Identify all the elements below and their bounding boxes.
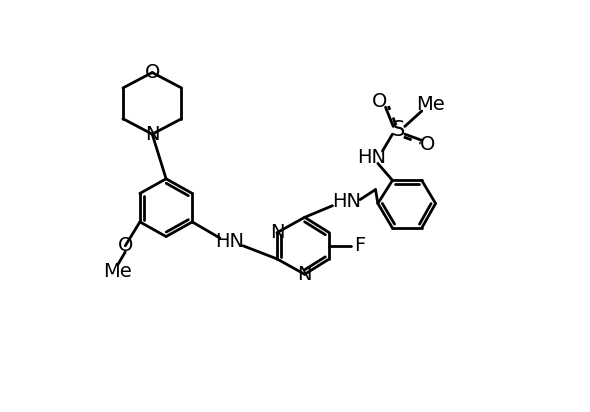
Text: HN: HN xyxy=(357,148,386,167)
Text: Me: Me xyxy=(103,262,132,281)
Text: Me: Me xyxy=(417,96,445,115)
Text: S: S xyxy=(392,120,405,140)
Text: O: O xyxy=(145,63,160,82)
Text: N: N xyxy=(145,125,159,144)
Text: O: O xyxy=(117,236,133,255)
Text: HN: HN xyxy=(215,232,244,251)
Text: O: O xyxy=(420,135,435,154)
Text: HN: HN xyxy=(332,192,360,211)
Text: O: O xyxy=(372,92,387,111)
Text: N: N xyxy=(297,265,312,284)
Text: F: F xyxy=(354,236,365,255)
Text: N: N xyxy=(270,223,284,242)
